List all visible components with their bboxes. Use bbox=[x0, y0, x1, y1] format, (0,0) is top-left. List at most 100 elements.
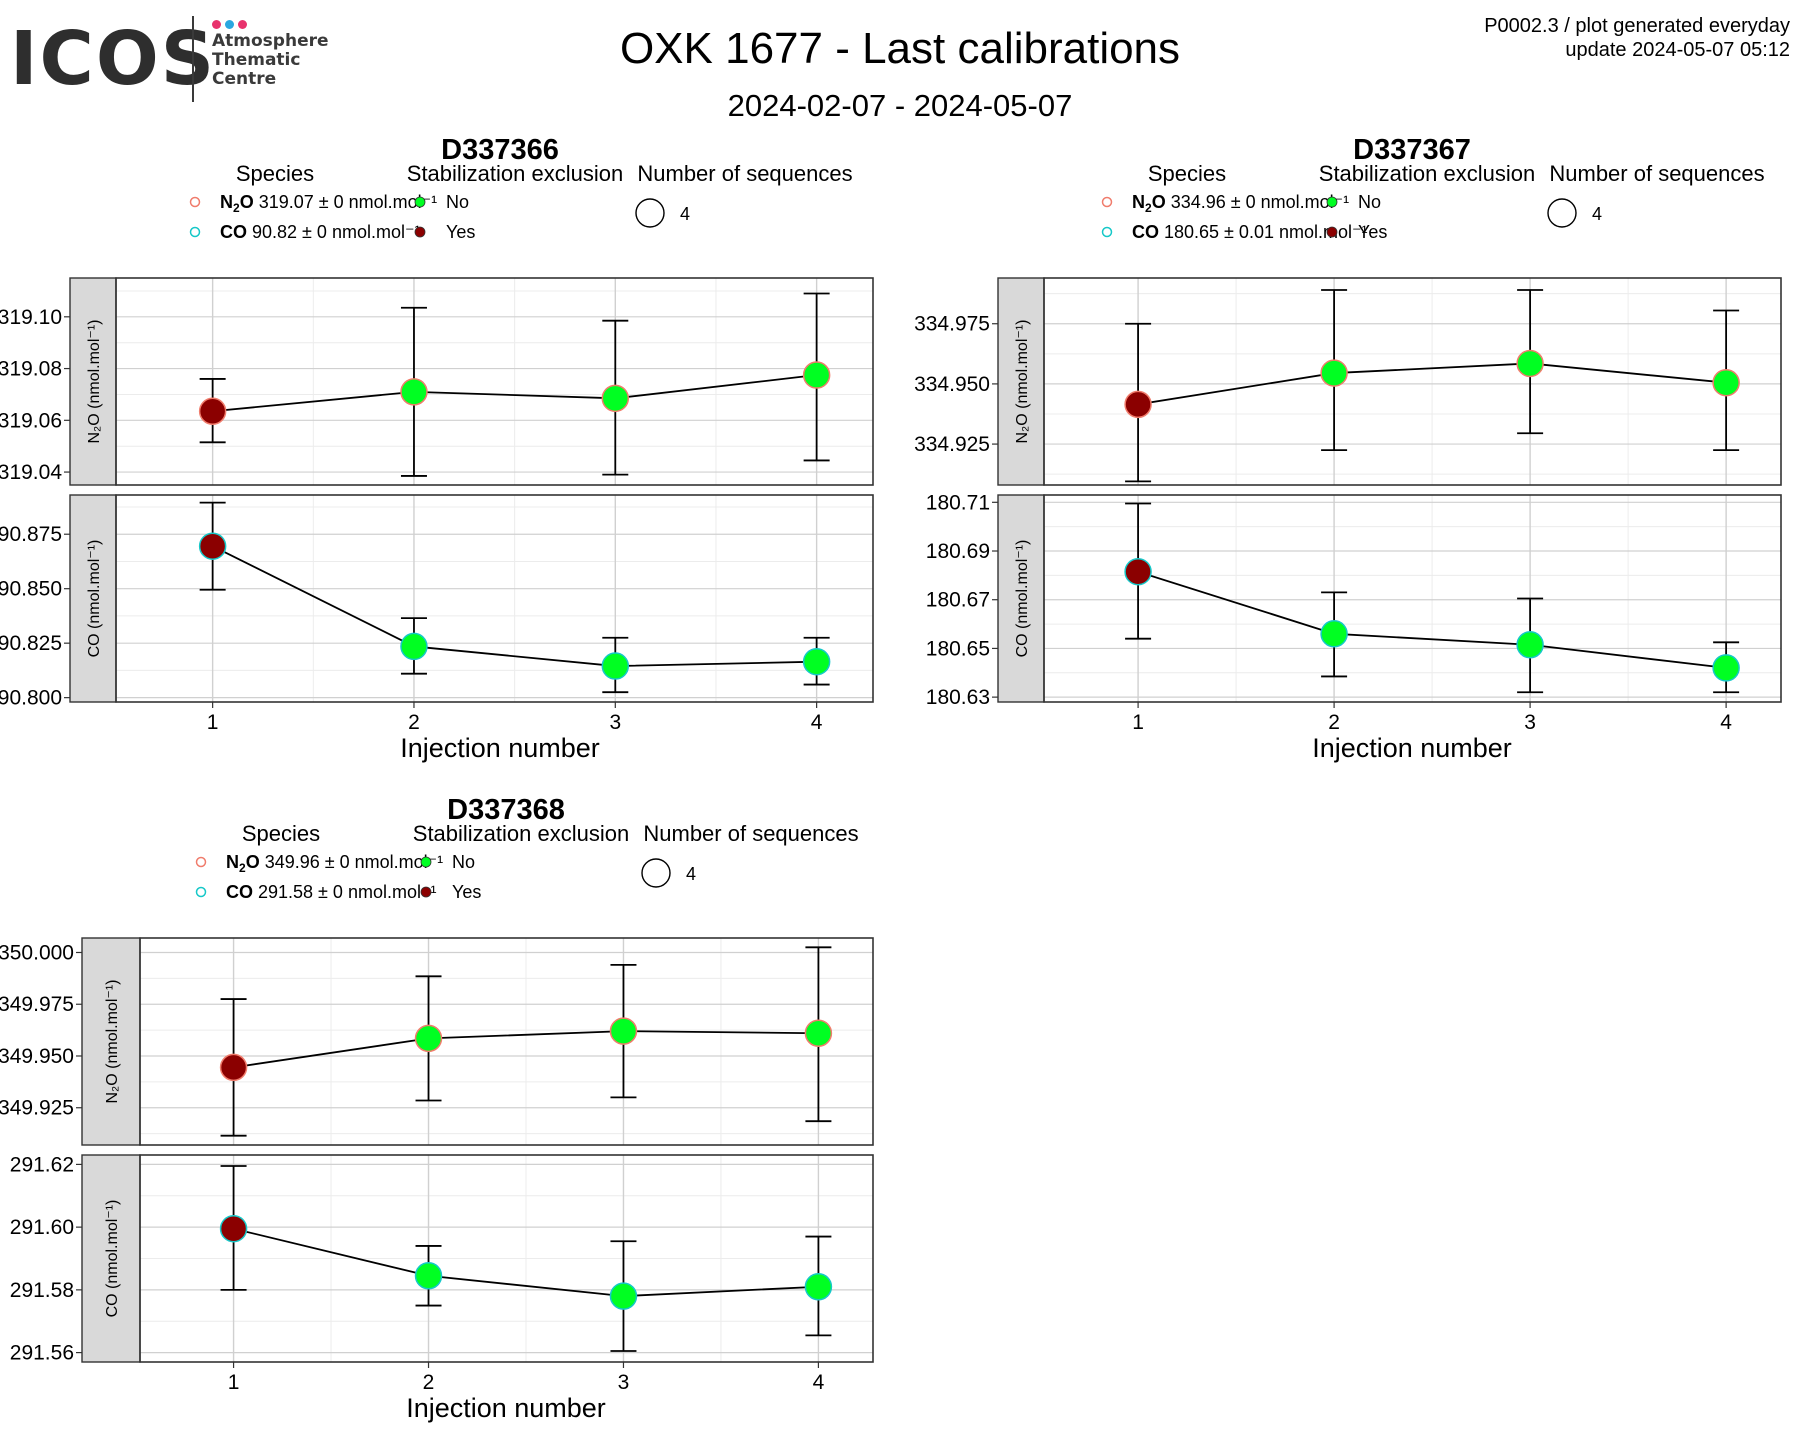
y-tick-label: 334.925 bbox=[914, 433, 990, 456]
x-tick-label: 3 bbox=[618, 1371, 630, 1394]
legend-key-n2o bbox=[195, 856, 207, 868]
logo-line: Atmosphere bbox=[212, 31, 329, 51]
plot-frame bbox=[139, 1154, 874, 1363]
legend-title-species: Species bbox=[236, 161, 314, 186]
data-point bbox=[802, 647, 831, 676]
y-tick-label: 90.850 bbox=[0, 578, 62, 601]
legend-title-sequences: Number of sequences bbox=[637, 161, 852, 186]
legend-species-entry: N2O 334.96 ± 0 nmol.mol⁻¹ bbox=[1132, 192, 1349, 215]
data-point bbox=[804, 1272, 833, 1301]
plot-id-line: P0002.3 / plot generated everyday bbox=[1484, 15, 1790, 37]
x-axis-label: Injection number bbox=[406, 1393, 606, 1423]
legend-key-stabilization bbox=[1326, 196, 1338, 208]
facet-strip bbox=[69, 494, 117, 703]
y-tick-label: 349.950 bbox=[0, 1045, 74, 1068]
data-point bbox=[400, 378, 428, 406]
legend-species-subscript: 2 bbox=[233, 201, 240, 215]
series-line bbox=[1137, 570, 1727, 669]
x-tick-label: 4 bbox=[813, 1371, 825, 1394]
facet-strip bbox=[69, 277, 117, 486]
legend-species-entry: N2O 349.96 ± 0 nmol.mol⁻¹ bbox=[226, 852, 443, 875]
plot-frame bbox=[1043, 494, 1782, 703]
logo-dot bbox=[238, 20, 247, 29]
y-tick-label: 180.65 bbox=[926, 637, 990, 660]
plot-background bbox=[1044, 278, 1781, 485]
legend-species-value: 90.82 ± 0 nmol.mol⁻¹ bbox=[247, 222, 420, 242]
y-tick-label: 291.62 bbox=[10, 1153, 74, 1176]
facet-strip-label: N₂O (nmol.mol⁻¹) bbox=[1014, 320, 1031, 444]
y-tick-label: 349.925 bbox=[0, 1097, 74, 1120]
chart-title: D337366 bbox=[441, 134, 559, 166]
x-tick-label: 3 bbox=[609, 711, 621, 734]
data-point bbox=[1516, 349, 1544, 378]
y-tick-label: 291.58 bbox=[10, 1279, 74, 1302]
data-point bbox=[609, 1017, 638, 1045]
data-point bbox=[802, 361, 831, 389]
legend-key-co bbox=[189, 226, 201, 238]
legend-species-entry: N2O 319.07 ± 0 nmol.mol⁻¹ bbox=[220, 192, 437, 215]
legend-species-name: N bbox=[220, 192, 233, 212]
legend-key-n2o bbox=[189, 196, 201, 208]
legend-stabilization-label: Yes bbox=[446, 222, 475, 242]
legend-species-value: 319.07 ± 0 nmol.mol⁻¹ bbox=[254, 192, 437, 212]
chart-panel-d337366: D337366 Species Stabilization exclusion Num… bbox=[0, 134, 874, 763]
data-point bbox=[1516, 631, 1544, 659]
data-point bbox=[400, 632, 428, 661]
y-tick-label: 319.04 bbox=[0, 461, 62, 484]
facet-strip-label: N₂O (nmol.mol⁻¹) bbox=[104, 980, 121, 1104]
legend-stabilization-label: No bbox=[452, 852, 475, 872]
y-tick-label: 319.10 bbox=[0, 306, 62, 329]
plot-frame bbox=[139, 937, 874, 1146]
series-line bbox=[233, 1030, 819, 1069]
x-axis-label: Injection number bbox=[1312, 733, 1512, 763]
legend-stabilization-label: Yes bbox=[452, 882, 481, 902]
facet-strip bbox=[997, 277, 1045, 486]
legend-key-sequences bbox=[635, 198, 665, 228]
x-tick-label: 2 bbox=[1328, 711, 1340, 734]
legend-species-name: CO bbox=[220, 222, 247, 242]
x-tick-label: 1 bbox=[228, 1371, 240, 1394]
data-point bbox=[804, 1019, 833, 1047]
data-point bbox=[1712, 654, 1740, 682]
y-tick-label: 319.06 bbox=[0, 409, 62, 432]
facet-strip-label: CO (nmol.mol⁻¹) bbox=[104, 1200, 121, 1318]
data-point bbox=[414, 1262, 443, 1290]
legend-title-sequences: Number of sequences bbox=[643, 821, 858, 846]
plot-background bbox=[1044, 495, 1781, 702]
legend-sequences-label: 4 bbox=[686, 864, 696, 884]
chart-title: D337368 bbox=[447, 794, 565, 826]
update-line: update 2024-05-07 05:12 bbox=[1565, 39, 1790, 61]
legend-key-stabilization bbox=[414, 196, 426, 208]
icos-logo: ICOS Atmosphere Thematic Centre bbox=[8, 10, 338, 110]
x-tick-label: 1 bbox=[1132, 711, 1144, 734]
legend-title-stabilization: Stabilization exclusion bbox=[413, 821, 629, 846]
data-point bbox=[601, 652, 630, 680]
chart-panel-d337368: D337368 Species Stabilization exclusion Num… bbox=[0, 794, 874, 1423]
x-axis-label: Injection number bbox=[400, 733, 600, 763]
series-line bbox=[1137, 362, 1727, 406]
y-tick-label: 180.71 bbox=[926, 491, 990, 514]
legend-species-name: N bbox=[1132, 192, 1145, 212]
facet-strip-label: CO (nmol.mol⁻¹) bbox=[86, 540, 103, 658]
legend-species-name: O bbox=[240, 192, 254, 212]
y-tick-label: 350.000 bbox=[0, 941, 74, 964]
logo-wordmark: ICOS bbox=[10, 16, 217, 102]
x-tick-label: 2 bbox=[408, 711, 420, 734]
legend-species-value: 349.96 ± 0 nmol.mol⁻¹ bbox=[260, 852, 443, 872]
facet-strip bbox=[81, 1154, 141, 1363]
data-point bbox=[198, 532, 227, 560]
legend-key-sequences bbox=[641, 858, 671, 888]
legend-species-subscript: 2 bbox=[1145, 201, 1152, 215]
legend-title-stabilization: Stabilization exclusion bbox=[407, 161, 623, 186]
y-tick-label: 291.60 bbox=[10, 1216, 74, 1239]
y-tick-label: 291.56 bbox=[10, 1342, 74, 1365]
legend-species-name: N bbox=[226, 852, 239, 872]
legend-title-stabilization: Stabilization exclusion bbox=[1319, 161, 1535, 186]
y-tick-label: 180.67 bbox=[926, 589, 990, 612]
legend-species-value: 291.58 ± 0 nmol.mol⁻¹ bbox=[253, 882, 436, 902]
data-point bbox=[1320, 359, 1348, 387]
data-point bbox=[1124, 557, 1152, 586]
legend-species-value: 180.65 ± 0.01 nmol.mol⁻¹ bbox=[1159, 222, 1368, 242]
data-point bbox=[198, 397, 227, 426]
page-title: OXK 1677 - Last calibrations bbox=[619, 24, 1181, 73]
